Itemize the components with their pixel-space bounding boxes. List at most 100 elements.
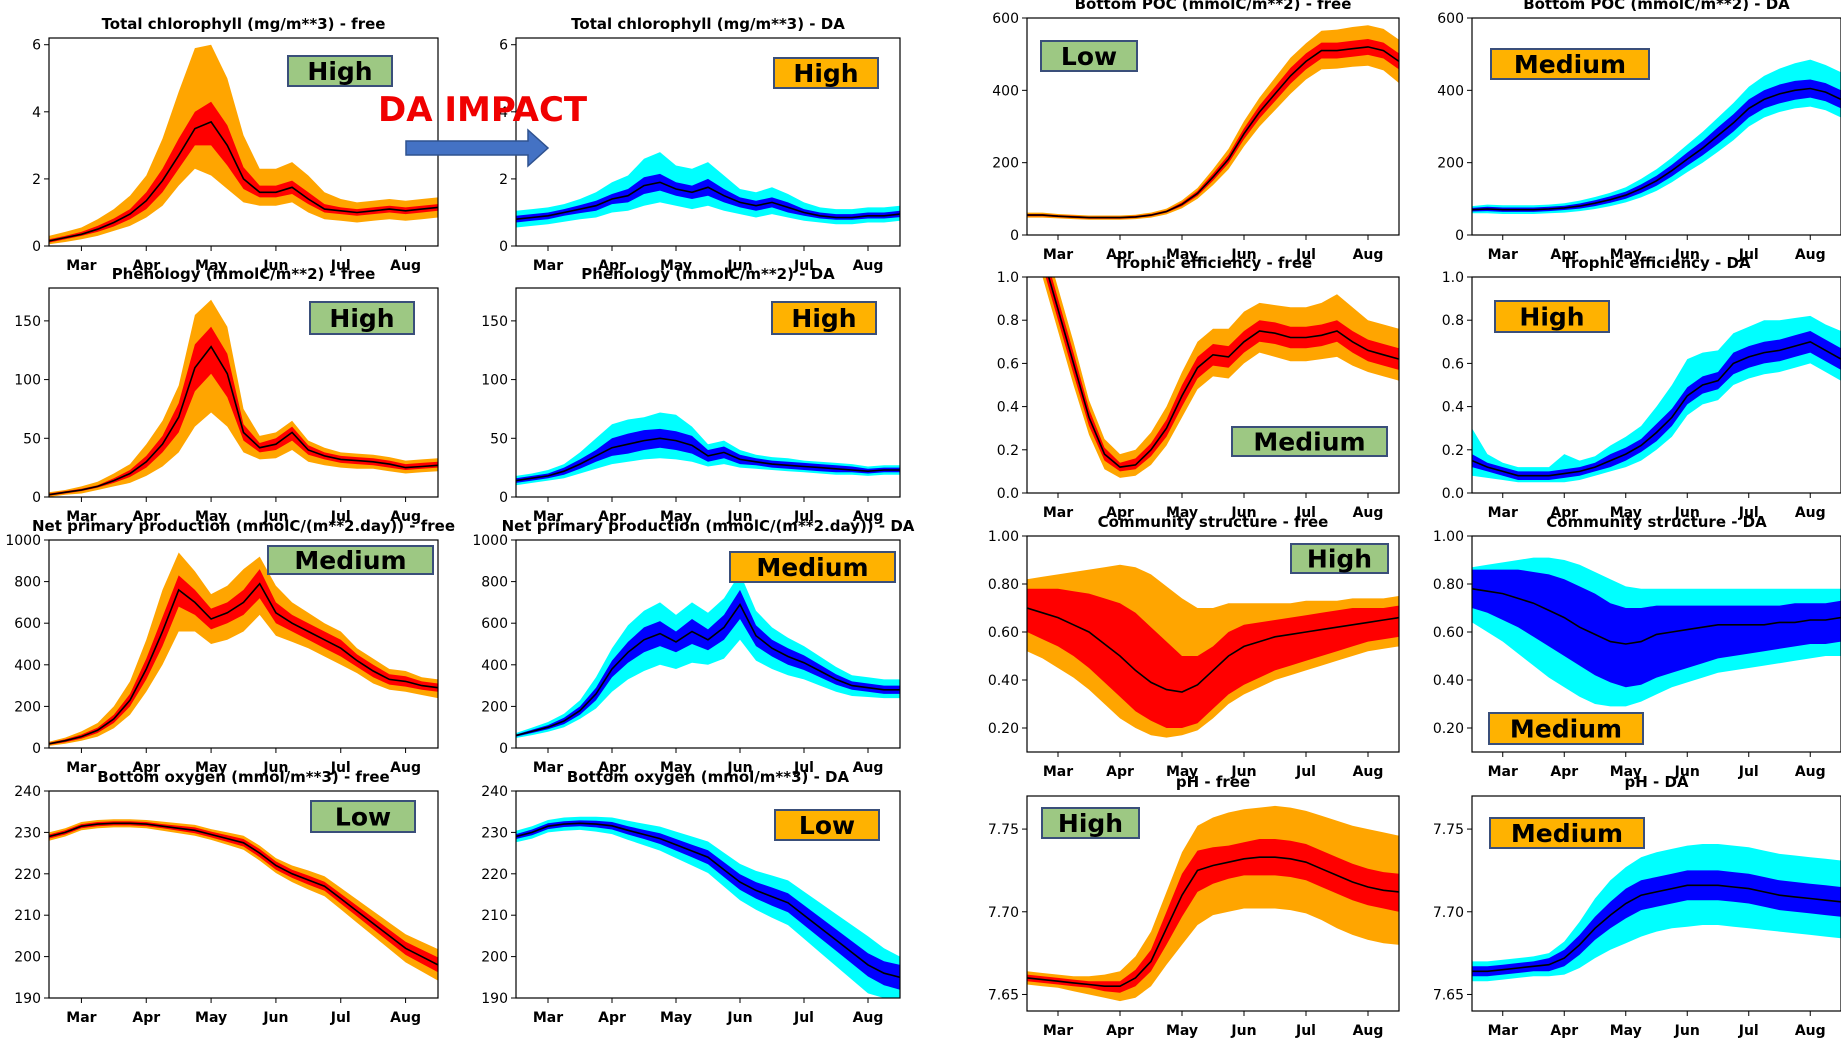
- impact-badge-label: Medium: [756, 553, 868, 582]
- mean-line: [1472, 87, 1841, 211]
- x-tick-label: May: [660, 1010, 692, 1026]
- axes-frame: [1471, 535, 1841, 753]
- x-tick-label: May: [1166, 505, 1198, 521]
- y-tick-label: 190: [481, 991, 508, 1007]
- x-tick-label: Mar: [1043, 764, 1073, 780]
- x-tick-label: Aug: [853, 760, 884, 776]
- impact-badge-label: High: [1058, 809, 1123, 838]
- x-tick-label: Jun: [1674, 764, 1700, 780]
- x-tick-label: Jun: [262, 1010, 288, 1026]
- chart-oxy-free: 190 200 210 220 230 240 Mar Apr May Jun Jul Aug Bott…: [14, 768, 439, 1026]
- axes-frame: [515, 790, 901, 999]
- y-tick-label: 600: [1437, 11, 1464, 27]
- x-tick-label: Aug: [390, 509, 421, 525]
- x-tick-label: Apr: [1550, 247, 1578, 263]
- x-tick-label: Aug: [1795, 764, 1826, 780]
- chart-title: Trophic efficiency - free: [1114, 254, 1312, 272]
- y-tick-label: 0.6: [1442, 356, 1464, 372]
- x-tick-label: Jul: [330, 258, 351, 274]
- impact-badge: [1488, 712, 1644, 745]
- axes-frame: [1471, 276, 1841, 494]
- x-tick-label: May: [660, 258, 692, 274]
- inner-spread-band: [49, 101, 438, 243]
- axes-frame: [48, 539, 439, 749]
- x-tick-label: Jul: [1738, 505, 1759, 521]
- x-tick-label: Aug: [853, 509, 884, 525]
- x-tick-label: Jul: [1738, 764, 1759, 780]
- impact-badge-label: Medium: [1514, 50, 1626, 79]
- chart-title: pH - free: [1176, 773, 1250, 791]
- chart-te-da: 0.0 0.2 0.4 0.6 0.8 1.0 Mar Apr May Jun Jul Aug Trop…: [1442, 254, 1841, 521]
- mean-line: [49, 345, 438, 496]
- x-tick-label: Jun: [1230, 764, 1256, 780]
- impact-badge: [773, 57, 879, 89]
- impact-badge-label: Medium: [1510, 715, 1622, 744]
- chart-chl-free: 0 2 4 6 Mar Apr May Jun Jul Aug Total chlorophyll …: [32, 15, 439, 274]
- x-tick-label: Aug: [853, 258, 884, 274]
- mean-line: [516, 181, 900, 220]
- inner-spread-band: [1027, 588, 1399, 728]
- y-tick-label: 6: [499, 38, 508, 54]
- x-tick-label: Apr: [132, 509, 160, 525]
- y-tick-label: 230: [481, 825, 508, 841]
- impact-badge-label: High: [1519, 303, 1584, 332]
- impact-badge: [267, 545, 434, 575]
- x-tick-label: Mar: [1488, 764, 1518, 780]
- y-tick-label: 2: [32, 172, 41, 188]
- y-tick-label: 0.20: [988, 721, 1019, 737]
- y-tick-label: 4: [499, 105, 508, 121]
- axes-frame: [1471, 17, 1841, 236]
- mean-line: [1472, 588, 1841, 645]
- outer-spread-band: [1472, 59, 1841, 214]
- x-tick-label: Mar: [1488, 505, 1518, 521]
- y-tick-label: 0.40: [988, 673, 1019, 689]
- impact-badge: [774, 809, 880, 841]
- x-tick-label: May: [1166, 764, 1198, 780]
- x-tick-label: Jul: [793, 1010, 814, 1026]
- impact-badge-label: Low: [799, 811, 855, 840]
- x-tick-label: Jun: [726, 1010, 752, 1026]
- outer-spread-band: [49, 299, 438, 497]
- y-tick-label: 200: [481, 950, 508, 966]
- y-tick-label: 0.8: [1442, 313, 1464, 329]
- x-tick-label: Jun: [262, 258, 288, 274]
- mean-line: [1472, 884, 1841, 973]
- x-tick-label: Mar: [1043, 247, 1073, 263]
- x-tick-label: Apr: [1106, 505, 1134, 521]
- axes-frame: [1026, 17, 1400, 236]
- chart-title: Net primary production (mmolC/(m**2.day)…: [32, 517, 455, 535]
- y-tick-label: 240: [14, 784, 41, 800]
- y-tick-label: 240: [481, 784, 508, 800]
- chart-title: Phenology (mmolC/m**2) - DA: [581, 265, 835, 283]
- y-tick-label: 100: [14, 373, 41, 389]
- y-tick-label: 7.65: [1433, 987, 1464, 1003]
- y-tick-label: 200: [14, 699, 41, 715]
- outer-spread-band: [516, 573, 900, 738]
- y-tick-label: 210: [14, 908, 41, 924]
- x-tick-label: Apr: [598, 760, 626, 776]
- x-tick-label: Jun: [726, 258, 752, 274]
- x-tick-label: Aug: [1795, 505, 1826, 521]
- x-tick-label: May: [1610, 247, 1642, 263]
- mean-line: [1027, 607, 1399, 693]
- x-tick-label: Jul: [1738, 247, 1759, 263]
- x-tick-label: Jul: [793, 509, 814, 525]
- x-tick-label: Jul: [1295, 247, 1316, 263]
- x-tick-label: May: [1166, 1023, 1198, 1039]
- y-tick-label: 0.2: [997, 443, 1019, 459]
- chart-title: Total chlorophyll (mg/m**3) - free: [102, 15, 386, 33]
- chart-te-free: 0.0 0.2 0.4 0.6 0.8 1.0 Mar Apr May Jun Jul Aug Trop…: [997, 254, 1400, 521]
- x-tick-label: Apr: [598, 509, 626, 525]
- y-tick-label: 1000: [472, 533, 508, 549]
- y-tick-label: 0.60: [988, 625, 1019, 641]
- y-tick-label: 230: [14, 825, 41, 841]
- y-tick-label: 1000: [5, 533, 41, 549]
- inner-spread-band: [1472, 569, 1841, 688]
- mean-line: [49, 822, 438, 966]
- chart-npp-da: 0 200 400 600 800 1000 Mar Apr May Jun Jul Aug Net p…: [472, 517, 914, 776]
- chart-title: Community structure - DA: [1546, 513, 1767, 531]
- x-tick-label: Jun: [726, 760, 752, 776]
- x-tick-label: Apr: [1106, 1023, 1134, 1039]
- x-tick-label: Jun: [262, 509, 288, 525]
- x-tick-label: Apr: [598, 258, 626, 274]
